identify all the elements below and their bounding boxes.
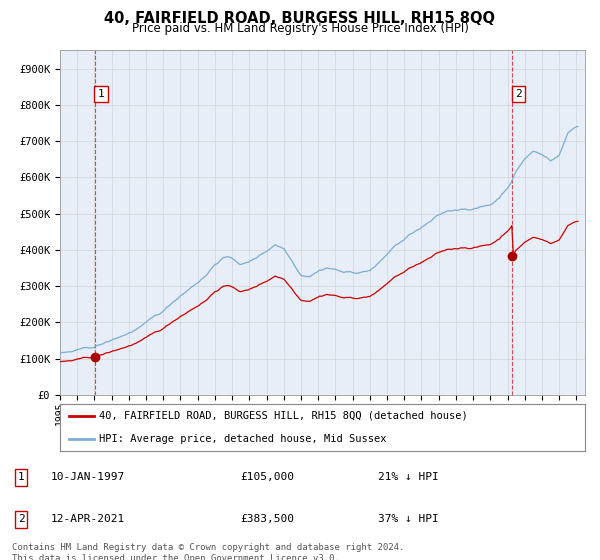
Text: 12-APR-2021: 12-APR-2021 [51, 515, 125, 524]
Text: 40, FAIRFIELD ROAD, BURGESS HILL, RH15 8QQ (detached house): 40, FAIRFIELD ROAD, BURGESS HILL, RH15 8… [100, 411, 468, 421]
Text: Contains HM Land Registry data © Crown copyright and database right 2024.
This d: Contains HM Land Registry data © Crown c… [12, 543, 404, 560]
Text: 1: 1 [98, 89, 104, 99]
Text: HPI: Average price, detached house, Mid Sussex: HPI: Average price, detached house, Mid … [100, 434, 387, 444]
Text: 21% ↓ HPI: 21% ↓ HPI [378, 473, 439, 482]
Text: Price paid vs. HM Land Registry's House Price Index (HPI): Price paid vs. HM Land Registry's House … [131, 22, 469, 35]
Text: 10-JAN-1997: 10-JAN-1997 [51, 473, 125, 482]
Text: £105,000: £105,000 [240, 473, 294, 482]
Text: 2: 2 [17, 515, 25, 524]
Text: 2: 2 [515, 89, 521, 99]
Text: £383,500: £383,500 [240, 515, 294, 524]
Text: 37% ↓ HPI: 37% ↓ HPI [378, 515, 439, 524]
Text: 1: 1 [17, 473, 25, 482]
Text: 40, FAIRFIELD ROAD, BURGESS HILL, RH15 8QQ: 40, FAIRFIELD ROAD, BURGESS HILL, RH15 8… [104, 11, 496, 26]
